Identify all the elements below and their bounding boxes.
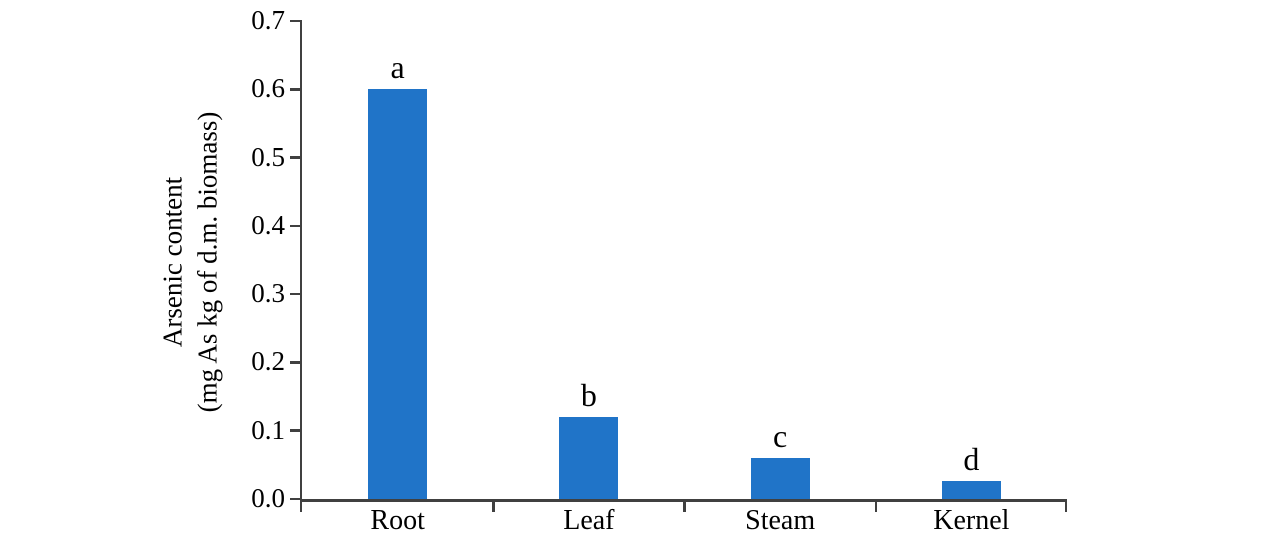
x-category-label-steam: Steam: [745, 505, 816, 536]
bar-group-leaf: b: [493, 21, 684, 499]
x-axis-line: [299, 499, 1067, 502]
y-tick: [289, 19, 300, 23]
y-tick-label: 0.2: [251, 346, 285, 377]
y-axis-title: Arsenic content (mg As kg of d.m. biomas…: [155, 0, 224, 543]
significance-letter: c: [773, 418, 788, 455]
x-category-label-root: Root: [370, 505, 425, 536]
y-axis-title-line2: (mg As kg of d.m. biomass): [192, 111, 222, 413]
y-tick-label: 0.0: [251, 482, 285, 513]
y-tick: [289, 88, 300, 91]
y-tick-label: 0.3: [251, 278, 285, 309]
plot-area: 0.0 0.1 0.2 0.3 0.4 0.5 0.6 0.7 a b c d: [251, 5, 1067, 513]
y-tick-label: 0.4: [251, 209, 285, 240]
y-axis-title-line1: Arsenic content: [157, 176, 188, 348]
y-tick-label: 0.6: [251, 73, 285, 104]
x-axis-labels: Root Leaf Steam Kernel: [302, 505, 1067, 537]
y-tick: [289, 292, 300, 296]
y-tick: [289, 497, 300, 501]
y-tick-label: 0.5: [251, 141, 285, 172]
y-tick: [289, 361, 300, 364]
x-tick: [299, 501, 302, 512]
x-tick: [492, 501, 495, 512]
bar-leaf: [559, 417, 619, 499]
x-category-label-leaf: Leaf: [563, 505, 615, 536]
y-tick: [289, 224, 300, 228]
bars-container: a b c d: [302, 21, 1067, 499]
y-axis-line: [299, 20, 302, 502]
y-tick: [289, 429, 300, 432]
bar-group-kernel: d: [876, 21, 1067, 499]
significance-letter: a: [390, 49, 405, 86]
y-tick-label: 0.7: [251, 4, 285, 35]
bar-group-steam: c: [685, 21, 876, 499]
bar-steam: [750, 458, 810, 499]
bar-kernel: [941, 480, 1001, 499]
significance-letter: b: [580, 377, 597, 414]
x-tick: [1064, 501, 1067, 512]
x-tick: [683, 501, 686, 512]
significance-letter: d: [963, 440, 980, 477]
bar-group-root: a: [302, 21, 493, 499]
y-tick: [289, 156, 300, 159]
y-tick-label: 0.1: [251, 414, 285, 445]
x-category-label-kernel: Kernel: [933, 505, 1010, 536]
bar-root: [368, 89, 428, 499]
x-tick: [874, 501, 877, 512]
